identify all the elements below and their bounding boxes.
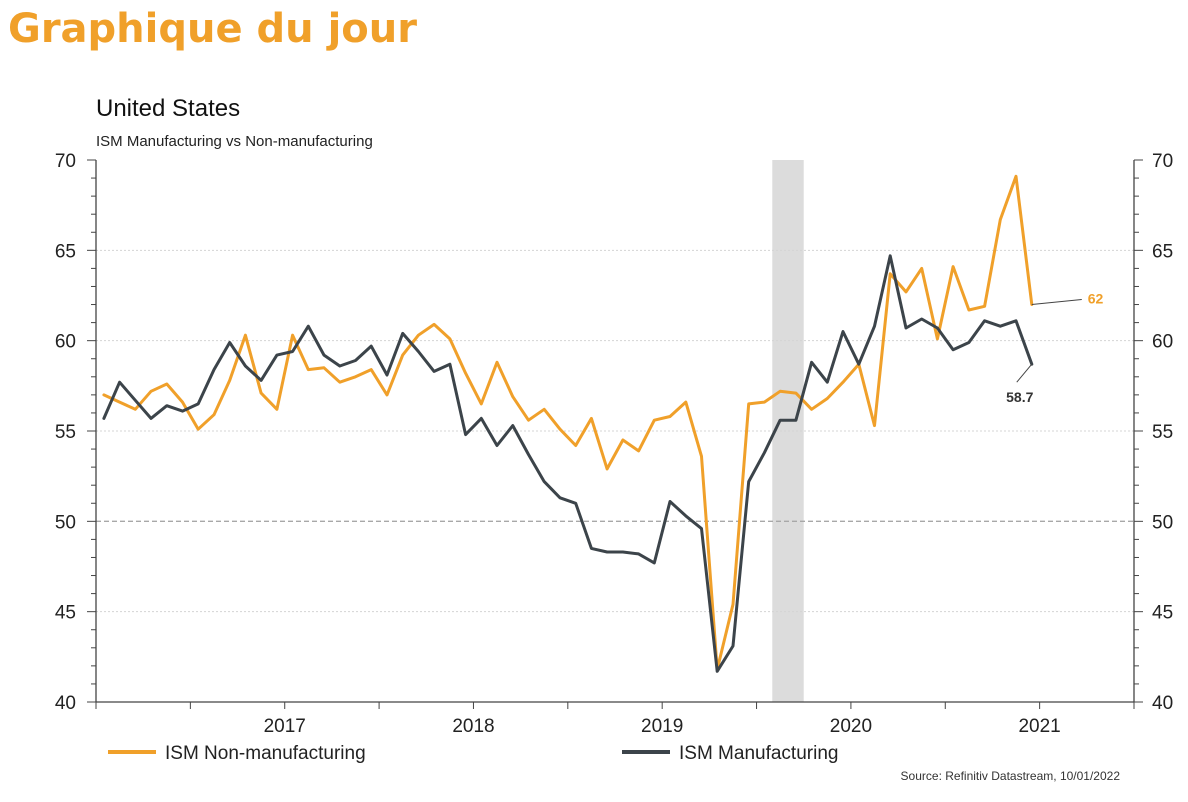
y-tick-right: 40	[1152, 693, 1173, 714]
end-label-leader	[1031, 299, 1082, 306]
chart-title: United States	[96, 95, 240, 122]
end-label-leader	[1016, 363, 1033, 383]
chart-source: Source: Refinitiv Datastream, 10/01/2022	[901, 769, 1121, 783]
y-tick-right: 45	[1152, 603, 1173, 624]
y-tick-left: 60	[55, 332, 76, 353]
x-tick-label: 2020	[830, 716, 872, 737]
legend-label: ISM Manufacturing	[679, 743, 838, 764]
y-tick-right: 70	[1152, 151, 1173, 172]
y-tick-right: 60	[1152, 332, 1173, 353]
legend-label: ISM Non-manufacturing	[165, 743, 366, 764]
x-tick-label: 2017	[264, 716, 306, 737]
y-tick-right: 55	[1152, 422, 1173, 443]
series-line-manufacturing	[102, 254, 1034, 673]
legend: ISM Non-manufacturing ISM Manufacturing	[108, 743, 838, 764]
x-tick-label: 2019	[641, 716, 683, 737]
end-labels: 62 58.7	[1006, 291, 1103, 406]
y-tick-labels: 40 40 45 45 50 50 55 55 60 60 65 65 70 70	[55, 151, 1173, 714]
gridlines	[96, 249, 1134, 613]
x-tick-label: 2021	[1018, 716, 1060, 737]
end-label-non-manufacturing: 62	[1088, 291, 1104, 307]
series-line-non-manufacturing	[102, 174, 1034, 671]
end-label-manufacturing: 58.7	[1006, 389, 1033, 405]
y-tick-left: 70	[55, 151, 76, 172]
y-tick-left: 55	[55, 422, 76, 443]
y-tick-left: 40	[55, 693, 76, 714]
page-headline: Graphique du jour	[8, 6, 417, 52]
y-tick-left: 65	[55, 241, 76, 262]
x-tick-labels: 2017 2018 2019 2020 2021	[264, 716, 1061, 737]
y-tick-right: 65	[1152, 241, 1173, 262]
series-lines	[102, 174, 1034, 673]
y-tick-left: 50	[55, 512, 76, 533]
chart-subtitle: ISM Manufacturing vs Non-manufacturing	[96, 133, 373, 150]
y-tick-right: 50	[1152, 512, 1173, 533]
x-tick-label: 2018	[452, 716, 494, 737]
axes	[87, 159, 1143, 709]
y-tick-left: 45	[55, 603, 76, 624]
